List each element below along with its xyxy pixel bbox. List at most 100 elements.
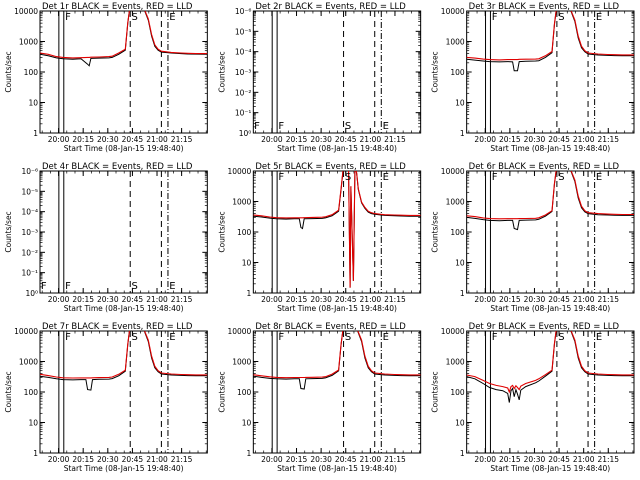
event-marker-label: E <box>383 172 389 183</box>
y-tick-label: 1 <box>460 289 465 298</box>
y-tick-label: 1000 <box>19 358 38 367</box>
x-tick-label: 21:00 <box>360 135 382 144</box>
x-tick-label: 20:30 <box>310 455 332 464</box>
event-marker-label: E <box>169 12 175 23</box>
y-tick-label: 10 <box>28 99 38 108</box>
lld-series-line <box>253 171 421 288</box>
x-tick-label: 20:00 <box>474 295 496 304</box>
x-axis-label: Start Time (08-Jan-15 19:48:40) <box>64 144 184 153</box>
plot-frame <box>252 330 422 454</box>
lld-series-line <box>466 331 634 394</box>
y-tick-label: 10 <box>242 259 252 268</box>
y-tick-label: 10⁻⁴ <box>235 48 252 57</box>
y-tick-label: 1 <box>247 289 252 298</box>
x-axis-label: Start Time (08-Jan-15 19:48:40) <box>490 464 610 473</box>
x-axis-label: Start Time (08-Jan-15 19:48:40) <box>490 144 610 153</box>
detector-plot-1: Det 1r BLACK = Events, RED = LLD 1 10 100 10… <box>4 2 208 153</box>
y-tick-label: 10⁻⁵ <box>235 27 252 36</box>
y-tick-label: 10⁻¹ <box>21 269 38 278</box>
event-marker-label: F <box>278 121 284 132</box>
lld-series-line <box>40 11 208 59</box>
x-tick-label: 21:00 <box>146 135 168 144</box>
plot-title: Det 5r BLACK = Events, RED = LLD <box>255 162 406 172</box>
event-marker-label: E <box>596 172 602 183</box>
x-tick-label: 20:30 <box>97 135 119 144</box>
x-tick-label: 20:30 <box>97 455 119 464</box>
y-tick-label: 10000 <box>441 167 465 176</box>
x-tick-label: 21:15 <box>597 455 619 464</box>
y-tick-label: 10000 <box>14 7 38 16</box>
y-tick-label: 10⁰ <box>239 129 252 138</box>
detector-plot-7: Det 7r BLACK = Events, RED = LLD 1 10 100 10… <box>4 322 208 473</box>
y-axis-label: Counts/sec <box>431 51 440 92</box>
x-tick-label: 20:45 <box>548 135 570 144</box>
x-tick-label: 20:15 <box>499 295 521 304</box>
event-marker-label: F <box>41 281 47 292</box>
y-tick-label: 1 <box>460 129 465 138</box>
plot-frame <box>466 10 635 134</box>
x-tick-label: 20:45 <box>122 295 144 304</box>
y-tick-label: 100 <box>24 68 39 77</box>
plot-frame <box>466 170 635 294</box>
y-tick-label: 1 <box>247 449 252 458</box>
y-tick-label: 10 <box>28 419 38 428</box>
x-tick-label: 20:30 <box>524 295 546 304</box>
plot-title: Det 1r BLACK = Events, RED = LLD <box>42 2 193 12</box>
x-axis-label: Start Time (08-Jan-15 19:48:40) <box>277 144 397 153</box>
x-tick-label: 21:15 <box>171 295 193 304</box>
event-marker-label: E <box>596 332 602 343</box>
y-tick-label: 1000 <box>19 38 38 47</box>
lld-series-line <box>466 171 634 220</box>
x-tick-label: 20:15 <box>286 455 308 464</box>
y-tick-label: 10⁰ <box>25 289 38 298</box>
y-axis-label: Counts/sec <box>217 51 226 92</box>
event-marker-label: E <box>169 281 175 292</box>
x-tick-label: 21:00 <box>573 295 595 304</box>
plot-title: Det 8r BLACK = Events, RED = LLD <box>255 322 406 332</box>
x-axis-label: Start Time (08-Jan-15 19:48:40) <box>277 464 397 473</box>
x-tick-label: 20:45 <box>335 455 357 464</box>
x-axis-label: Start Time (08-Jan-15 19:48:40) <box>490 304 610 313</box>
event-marker-label: F <box>492 172 498 183</box>
events-series-line <box>40 331 208 391</box>
y-tick-label: 1000 <box>446 198 465 207</box>
y-tick-label: 1 <box>460 449 465 458</box>
y-tick-label: 10000 <box>227 327 251 336</box>
y-tick-label: 1 <box>33 129 38 138</box>
y-tick-label: 10⁻² <box>235 88 252 97</box>
x-tick-label: 20:15 <box>286 295 308 304</box>
y-tick-label: 10⁻² <box>21 248 38 257</box>
x-tick-label: 20:45 <box>548 455 570 464</box>
y-tick-label: 100 <box>24 388 39 397</box>
event-marker-label: F <box>492 332 498 343</box>
plot-frame <box>39 10 208 134</box>
y-tick-label: 10000 <box>227 167 251 176</box>
y-tick-label: 100 <box>450 228 465 237</box>
y-tick-label: 10 <box>455 99 465 108</box>
x-tick-label: 21:00 <box>360 455 382 464</box>
plot-frame <box>466 330 635 454</box>
plot-frame <box>39 330 208 454</box>
x-tick-label: 21:15 <box>384 455 406 464</box>
lld-series-line <box>253 331 421 379</box>
x-tick-label: 20:45 <box>335 295 357 304</box>
plot-frame <box>252 10 422 134</box>
x-tick-label: 20:15 <box>286 135 308 144</box>
events-series-line <box>466 331 634 403</box>
event-marker-label: F <box>492 12 498 23</box>
y-axis-label: Counts/sec <box>4 51 13 92</box>
x-axis-label: Start Time (08-Jan-15 19:48:40) <box>64 304 184 313</box>
y-tick-label: 100 <box>237 388 252 397</box>
lld-series-line <box>466 11 634 61</box>
y-tick-label: 10⁻¹ <box>235 109 252 118</box>
x-tick-label: 20:45 <box>122 455 144 464</box>
x-tick-label: 20:00 <box>48 135 70 144</box>
x-tick-label: 20:15 <box>72 135 94 144</box>
y-tick-label: 100 <box>237 228 252 237</box>
lld-series-line <box>40 331 208 379</box>
y-axis-label: Counts/sec <box>431 211 440 252</box>
event-marker-label: F <box>254 121 260 132</box>
event-marker-label: F <box>278 172 284 183</box>
x-tick-label: 21:00 <box>573 455 595 464</box>
